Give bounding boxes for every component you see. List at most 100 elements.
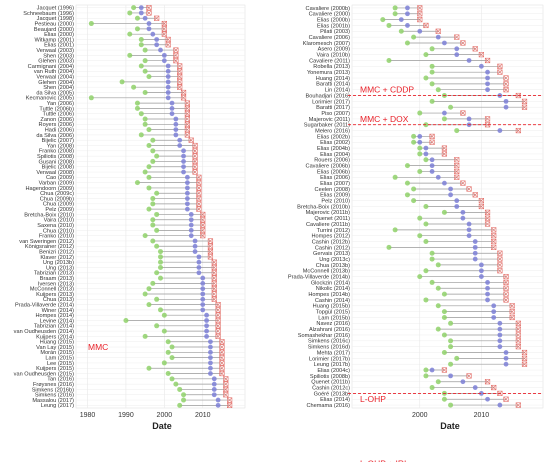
mid-point-blue [208,344,213,350]
study-label: Beaujard (2000) [34,27,74,33]
start-point-green [88,95,94,101]
mid-point-blue [442,110,447,116]
study-row: Simkens (2016) [35,392,229,399]
publication-marker [503,279,509,286]
mid-point-blue [169,111,175,117]
study-row: Jacquet (1998) [37,15,160,22]
study-label: van Ruth (2004) [34,69,74,75]
publication-marker [196,180,202,186]
study-row: Spiliotis (2008b) [310,373,472,380]
mid-point-blue [204,328,209,334]
start-point-green [448,361,454,367]
publication-marker [219,365,225,371]
group-label: MMC + CDDP [360,85,414,95]
mid-point-blue [478,268,484,274]
start-point-green [142,169,148,175]
publication-marker [219,370,225,377]
study-row: Van Lay (2015) [36,344,225,351]
mid-point-blue [405,11,410,17]
mid-point-blue [423,145,429,151]
mid-point-blue [485,285,490,291]
start-point-green [142,58,148,64]
panel-2: Cavaliere (2000b)Cavaliere (2000)Elias (… [288,4,544,462]
study-row: Tabrizian (2014) [34,323,221,330]
start-point-green [134,180,140,186]
start-point-green [131,84,137,90]
publication-marker [460,110,466,116]
study-label: Quenet (2011) [314,216,350,222]
study-row: Yonemura (2013) [307,69,503,76]
study-row: Hompes (2014b) [308,291,509,298]
study-label: Navez (2016) [316,321,350,327]
mid-point-blue [208,349,213,355]
study-row: Zanon (2006) [40,116,190,123]
study-label: Jacquet (1998) [37,16,74,22]
study-label: Franko (2010) [39,234,74,240]
publication-marker [200,211,206,218]
publication-marker [177,68,183,74]
publication-marker [196,185,202,191]
mid-point-blue [491,315,497,320]
study-row: Kuijpers (2013) [36,291,217,298]
start-point-green [161,312,167,318]
study-row: Chua (2013b) [316,262,503,269]
study-label: Huang (2015b) [313,304,350,310]
publication-marker [503,81,509,87]
start-point-green [138,63,144,69]
study-label: Kuijpers (2015) [36,366,74,372]
publication-marker [423,22,429,29]
study-row: Hadi (2006) [45,127,190,134]
start-point-green [448,338,454,344]
mid-point-blue [161,52,167,58]
study-label: Royers (2006) [39,122,75,128]
publication-marker [196,201,202,207]
start-point-green [146,74,152,80]
study-label: Hadi (2006) [45,128,74,134]
mid-point-blue [442,180,447,186]
start-point-green [423,367,429,373]
study-label: Baratti (2014) [316,82,350,88]
start-point-green [88,21,94,27]
study-row: Levine (2014) [40,317,221,324]
study-label: Elias (2004b) [317,146,350,152]
study-row: Saxena (2010) [37,222,206,229]
study-label: Elias (2007) [320,181,350,187]
mid-point-blue [497,320,503,326]
study-label: Lorimier (2017b) [309,356,350,362]
study-row: Topgül (2015) [316,309,515,316]
study-row: Lam (2015) [45,355,225,362]
study-label: Gusani (2008) [39,159,75,165]
start-point-green [142,47,148,53]
study-row: Gervais (2013) [313,250,503,257]
publication-marker [146,10,152,16]
mid-point-blue [454,46,460,52]
study-label: Tuttle (2006b) [39,106,74,112]
start-point-green [454,355,460,361]
mid-point-blue [497,402,503,408]
study-row: Ceelen (2008) [315,186,472,193]
study-label: Simkens (2016) [35,393,74,399]
start-point-green [119,79,125,85]
mid-point-blue [165,84,171,90]
mid-point-blue [146,26,152,32]
publication-marker [509,303,515,309]
study-label: Ung (2013c) [319,257,350,263]
mid-point-blue [146,21,152,26]
publication-marker [211,264,217,271]
start-point-green [127,31,133,37]
study-label: Spiliotis (2008) [37,154,74,160]
study-row: Yan (2006) [47,100,190,107]
study-row: Majerovic (2011b) [306,209,491,216]
publication-marker [441,145,448,151]
publication-marker [466,373,472,379]
start-point-green [150,217,156,223]
mid-point-blue [181,164,186,170]
mid-point-blue [491,303,497,309]
mid-point-blue [460,209,466,215]
start-point-green [146,302,152,308]
publication-marker [184,132,190,138]
mid-point-blue [503,355,509,361]
mid-point-blue [405,23,410,28]
start-point-green [142,121,148,127]
